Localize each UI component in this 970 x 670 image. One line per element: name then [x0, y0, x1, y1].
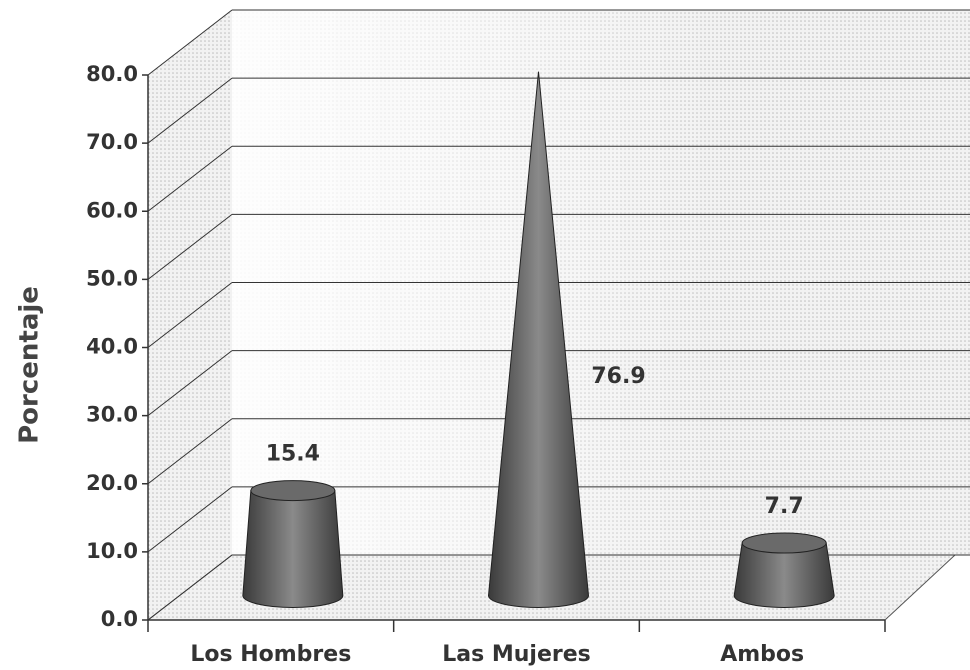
x-tick-label: Las Mujeres [442, 642, 591, 667]
bucket-top [742, 533, 826, 553]
y-tick-label: 20.0 [86, 471, 138, 495]
chart: Porcentaje 0.0 10.0 20.0 30.0 40.0 50.0 60.0 70… [0, 0, 970, 670]
y-tick-label: 60.0 [86, 198, 138, 222]
y-tick-label: 0.0 [101, 607, 138, 631]
y-tick-label: 10.0 [86, 539, 138, 563]
bucket-top [251, 481, 335, 501]
value-label: 15.4 [266, 442, 320, 467]
y-tick-label: 40.0 [86, 335, 138, 359]
x-tick-label: Los Hombres [190, 642, 351, 667]
value-label: 7.7 [765, 494, 804, 519]
x-tick-label: Ambos [720, 642, 804, 667]
y-tick-label: 70.0 [86, 130, 138, 154]
y-axis-title: Porcentaje [15, 286, 45, 444]
y-tick-label: 50.0 [86, 266, 138, 290]
y-tick-label: 80.0 [86, 62, 138, 86]
y-tick-label: 30.0 [86, 403, 138, 427]
value-label: 76.9 [591, 364, 645, 389]
bucket [243, 491, 343, 608]
